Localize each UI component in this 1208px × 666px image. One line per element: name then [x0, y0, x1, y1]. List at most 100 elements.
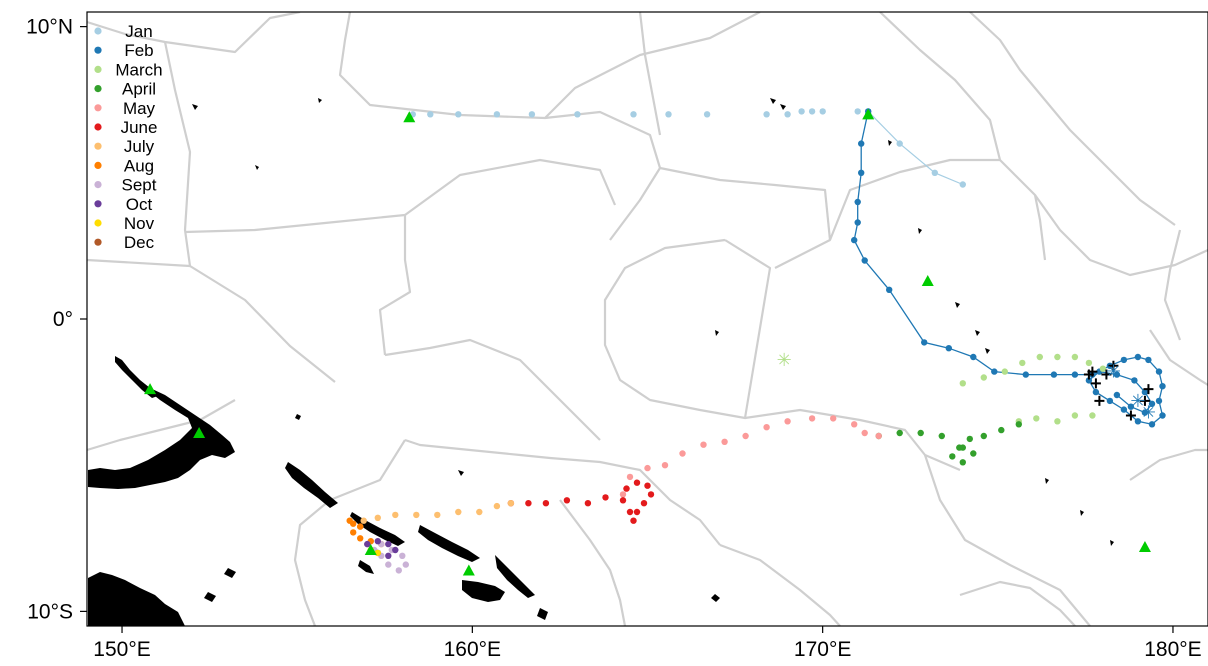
- small-island: [1045, 478, 1049, 484]
- track-point-aug: [350, 529, 357, 536]
- track-point-feb: [1071, 371, 1079, 378]
- small-island: [295, 414, 301, 420]
- track-point-oct: [385, 552, 392, 559]
- track-point-jan: [896, 140, 903, 147]
- track-point-april: [956, 444, 963, 451]
- y-tick-label: 10°N: [26, 16, 73, 39]
- legend-label-july: July: [124, 137, 155, 156]
- track-point-feb: [1148, 400, 1156, 407]
- track-point-june: [602, 494, 609, 501]
- track-point-jan: [808, 108, 816, 115]
- track-point-may: [626, 473, 634, 481]
- asterisk-marker: ✳: [1130, 391, 1145, 411]
- track-point-june: [644, 482, 651, 489]
- boundary-line: [384, 338, 601, 441]
- track-point-april: [998, 426, 1005, 434]
- track-point-april: [980, 432, 987, 440]
- station-triangle-marker: [364, 543, 377, 555]
- boundary-line: [719, 543, 841, 626]
- track-point-jan: [763, 111, 770, 118]
- track-point-feb: [854, 198, 861, 206]
- track-point-feb: [1131, 377, 1138, 384]
- track-point-jan: [854, 108, 861, 115]
- boundary-line: [744, 408, 961, 472]
- track-point-feb: [1085, 377, 1093, 384]
- track-point-feb: [854, 219, 861, 226]
- track-point-july: [413, 511, 420, 519]
- track-point-june: [630, 517, 637, 524]
- legend-label-sept: Sept: [122, 176, 157, 195]
- y-tick-label: 10°S: [27, 600, 73, 623]
- cross-marker: [1108, 360, 1119, 371]
- track-point-feb: [1155, 368, 1163, 375]
- track-point-sept: [399, 552, 406, 559]
- track-point-may: [808, 415, 816, 422]
- track-point-feb: [886, 286, 893, 293]
- small-island: [888, 140, 892, 146]
- track-point-oct: [364, 540, 371, 548]
- track-point-may: [763, 424, 770, 431]
- legend-swatch-march: [94, 65, 102, 73]
- track-point-march: [1054, 353, 1061, 361]
- legend-label-dec: Dec: [124, 233, 155, 252]
- legend-label-aug: Aug: [124, 156, 154, 175]
- track-point-feb: [1050, 371, 1058, 378]
- track-point-feb: [1148, 421, 1156, 428]
- track-point-jan: [665, 111, 672, 118]
- track-point-april: [959, 459, 966, 466]
- track-point-feb: [861, 257, 868, 264]
- boundary-line: [999, 159, 1208, 277]
- station-triangle-marker: [1138, 541, 1151, 553]
- small-island: [224, 568, 236, 578]
- track-point-march: [1019, 359, 1026, 367]
- boundary-line: [184, 213, 412, 356]
- track-point-sept: [402, 561, 409, 568]
- track-point-march: [959, 380, 966, 387]
- track-point-feb: [851, 236, 858, 244]
- track-point-may: [619, 491, 627, 498]
- cross-marker: [1139, 395, 1150, 406]
- track-point-aug: [357, 523, 364, 530]
- track-point-march: [980, 374, 987, 381]
- track-point-feb: [1092, 388, 1100, 396]
- small-island: [985, 348, 990, 354]
- boundary-line: [1149, 329, 1208, 386]
- track-point-april: [949, 453, 956, 460]
- track-point-jan: [528, 111, 536, 118]
- station-triangle-marker: [193, 427, 206, 439]
- track-point-feb: [921, 339, 928, 346]
- track-point-july: [434, 511, 441, 519]
- track-point-april: [966, 435, 973, 443]
- station-triangle-marker: [403, 111, 416, 123]
- legend-label-jan: Jan: [125, 22, 152, 41]
- station-triangle-marker: [921, 274, 934, 286]
- legend: JanFebMarchAprilMayJuneJulyAugSeptOctNov…: [94, 22, 163, 252]
- legend-swatch-may: [94, 104, 102, 112]
- marker-layer: ✳✳✳✳: [144, 108, 1156, 576]
- track-point-jan: [798, 108, 805, 115]
- small-island: [955, 302, 960, 308]
- track-point-feb: [945, 345, 952, 352]
- station-triangle-marker: [144, 383, 157, 395]
- track-line-jan: [867, 110, 964, 186]
- x-tick-label: 150°E: [93, 638, 150, 661]
- track-point-jan: [574, 111, 581, 118]
- boundary-line: [959, 580, 1076, 626]
- legend-swatch-july: [94, 142, 102, 150]
- boundary-line: [87, 399, 236, 452]
- track-point-march: [1033, 415, 1040, 422]
- map-frame: [86, 11, 1208, 627]
- maritime-boundaries: [87, 12, 1208, 626]
- asterisk-marker: ✳: [1141, 403, 1156, 423]
- small-island: [458, 470, 464, 476]
- track-point-feb: [1106, 397, 1114, 405]
- track-point-may: [784, 418, 791, 425]
- track-point-july: [392, 511, 399, 519]
- small-island: [975, 330, 980, 336]
- track-point-feb: [1113, 371, 1121, 378]
- track-point-march: [1071, 353, 1079, 361]
- track-point-feb: [1141, 409, 1149, 416]
- track-point-may: [830, 415, 837, 422]
- track-point-june: [647, 491, 655, 498]
- track-point-jan: [819, 108, 826, 115]
